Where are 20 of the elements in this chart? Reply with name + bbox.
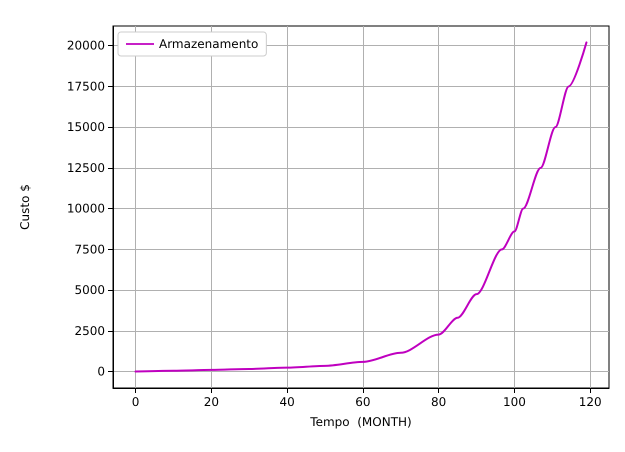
y-axis-title: Custo $ [18,184,32,230]
y-tick-label: 12500 [66,160,105,175]
y-tick-label: 7500 [74,242,105,256]
x-tick-label: 60 [355,395,371,409]
x-tick-label: 120 [578,395,602,409]
x-tick-label: 0 [132,395,140,409]
x-axis-title: Tempo (MONTH) [309,415,412,429]
y-tick-label: 10000 [66,202,105,216]
legend-label: Armazenamento [159,37,258,51]
x-tick-label: 100 [503,395,526,409]
y-tick-label: 0 [97,364,105,379]
y-tick-label: 5000 [74,283,105,298]
y-tick-label: 15000 [66,120,105,134]
x-tick-label: 80 [431,395,446,409]
line-series [134,41,588,373]
x-tick-label: 20 [204,395,219,409]
y-tick-label: 2500 [74,324,105,338]
y-tick-label: 17500 [66,79,105,94]
x-tick-label: 40 [279,395,295,409]
y-tick-label: 20000 [66,38,105,53]
